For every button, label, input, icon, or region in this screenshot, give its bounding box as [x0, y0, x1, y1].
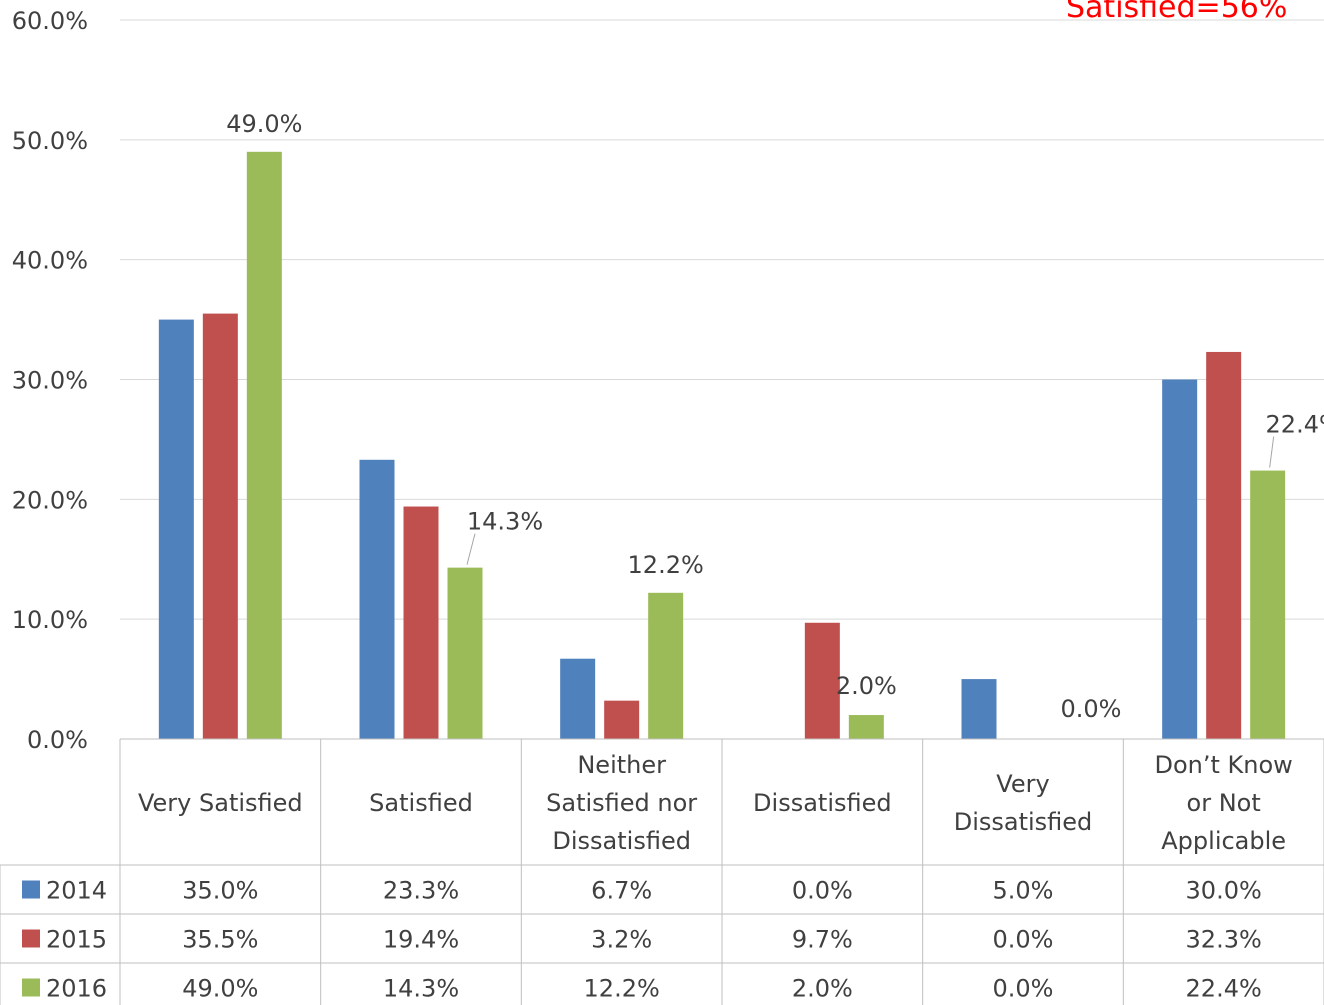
bar-2015-2	[604, 700, 640, 739]
y-tick-label: 10.0%	[12, 606, 88, 634]
legend-key-2016	[22, 978, 40, 997]
data-table: Very Satisfied Satisfied Neither Satisfied …	[0, 738, 1324, 1005]
data-label-2016-3: 2.0%	[836, 672, 897, 700]
bar-2015-0	[202, 313, 238, 739]
x-category-label: Very Satisfied	[138, 789, 303, 817]
data-labels: 49.0% 14.3% 12.2% 2.0% 0.0% 22.4%	[226, 110, 1324, 723]
bar-2016-5	[1250, 470, 1286, 739]
bar-2015-3	[804, 622, 840, 739]
bar-2016-2	[648, 592, 684, 739]
table-cell-2016-4: 0.0%	[993, 975, 1054, 1003]
gridlines	[120, 19, 1324, 620]
table-cell-2015-1: 19.4%	[383, 926, 459, 954]
bar-2016-3	[848, 715, 884, 739]
legend-label-2016: 2016	[46, 975, 107, 1003]
data-label-2016-5: 22.4%	[1266, 411, 1324, 439]
legend-label-2015: 2015	[46, 926, 107, 954]
table-cell-2014-4: 5.0%	[993, 877, 1054, 905]
annotation-satisfied: Satisfied=56%	[1066, 0, 1287, 25]
table-cell-2016-5: 22.4%	[1186, 975, 1262, 1003]
table-cell-2014-3: 0.0%	[792, 877, 853, 905]
leader-line	[466, 533, 476, 565]
y-tick-label: 40.0%	[12, 247, 88, 275]
y-tick-label: 30.0%	[12, 367, 88, 395]
data-label-2016-1: 14.3%	[467, 508, 543, 536]
y-tick-label: 20.0%	[12, 486, 88, 514]
legend-key-2014	[22, 880, 40, 899]
bar-2014-1	[359, 459, 395, 739]
table-cell-2014-5: 30.0%	[1186, 877, 1262, 905]
x-category-label: Dissatisfied	[753, 789, 892, 817]
bar-2014-4	[961, 679, 997, 739]
bar-2015-1	[403, 506, 439, 739]
x-category-label: Don’t Know or Not Applicable	[1155, 751, 1293, 855]
table-cell-2016-1: 14.3%	[383, 975, 459, 1003]
table-cell-2015-2: 3.2%	[591, 926, 652, 954]
legend-key-2015	[22, 929, 40, 948]
table-cell-2015-5: 32.3%	[1186, 926, 1262, 954]
table-cell-2015-0: 35.5%	[182, 926, 258, 954]
table-cell-2015-3: 9.7%	[792, 926, 853, 954]
table-cell-2016-3: 2.0%	[792, 975, 853, 1003]
bar-2014-0	[158, 319, 194, 739]
x-category-label: Very Dissatisfied	[954, 770, 1093, 836]
bar-2016-0	[246, 151, 282, 740]
table-cell-2014-0: 35.0%	[182, 877, 258, 905]
bars	[158, 151, 1286, 740]
table-cell-2014-1: 23.3%	[383, 877, 459, 905]
bar-2015-5	[1206, 351, 1242, 739]
table-cell-2016-0: 49.0%	[182, 975, 258, 1003]
y-tick-label: 0.0%	[27, 726, 88, 754]
legend-label-2014: 2014	[46, 877, 107, 905]
bar-2014-2	[560, 658, 596, 739]
data-label-2016-4: 0.0%	[1061, 695, 1122, 723]
y-tick-label: 50.0%	[12, 127, 88, 155]
x-category-label: Neither Satisfied nor Dissatisfied	[546, 751, 697, 855]
data-label-2016-0: 49.0%	[226, 110, 302, 138]
bar-2016-1	[447, 567, 483, 739]
table-cell-2015-4: 0.0%	[993, 926, 1054, 954]
table-cell-2016-2: 12.2%	[584, 975, 660, 1003]
data-label-2016-2: 12.2%	[628, 551, 704, 579]
bar-2014-5	[1162, 379, 1198, 739]
y-tick-label: 60.0%	[12, 7, 88, 35]
y-axis: 0.0% 10.0% 20.0% 30.0% 40.0% 50.0% 60.0%	[12, 7, 88, 754]
leader-line	[1269, 436, 1275, 468]
table-cell-2014-2: 6.7%	[591, 877, 652, 905]
x-category-label: Satisfied	[369, 789, 473, 817]
